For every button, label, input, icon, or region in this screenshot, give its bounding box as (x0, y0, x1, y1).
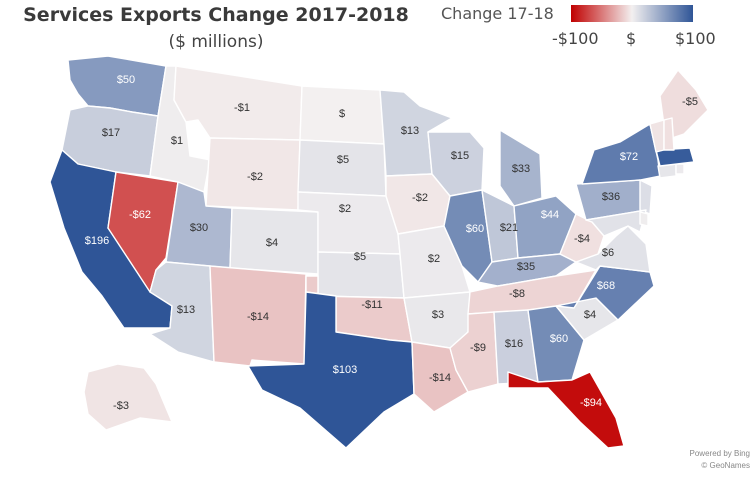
state-label-nm: -$14 (247, 311, 269, 323)
state-label-ak: -$3 (113, 400, 129, 412)
state-label-la: -$14 (429, 372, 451, 384)
state-label-ky: $35 (517, 261, 535, 273)
state-label-mi: $33 (512, 163, 530, 175)
state-label-nv: -$62 (129, 209, 151, 221)
state-ca (49, 149, 173, 329)
state-label-az: $13 (177, 304, 195, 316)
state-label-oh: $44 (541, 209, 559, 221)
state-label-tn: -$8 (509, 288, 525, 300)
state-label-ks: $5 (354, 251, 366, 263)
legend-min-label: -$100 (552, 29, 599, 48)
map-credit-bing: Powered by Bing (689, 449, 750, 458)
state-label-co: $4 (266, 237, 278, 249)
state-label-mn: $13 (401, 125, 419, 137)
state-label-va: $6 (602, 247, 614, 259)
state-label-or: $17 (102, 127, 120, 139)
state-label-ut: $30 (190, 222, 208, 234)
state-label-sc: $4 (584, 309, 596, 321)
state-label-ia: -$2 (412, 192, 428, 204)
state-ga (527, 305, 585, 383)
state-label-ar: $3 (432, 309, 444, 321)
state-label-me: -$5 (682, 96, 698, 108)
map-subtitle: ($ millions) (168, 32, 264, 52)
state-label-ca: $196 (85, 235, 109, 247)
state-label-ne: $2 (339, 203, 351, 215)
state-label-wi: $15 (451, 150, 469, 162)
state-nh (663, 117, 675, 151)
state-label-ga: $60 (550, 333, 568, 345)
state-label-sd: $5 (337, 154, 349, 166)
state-ma (655, 147, 695, 167)
state-label-mt: -$1 (234, 102, 250, 114)
state-label-nd: $ (339, 108, 345, 120)
state-label-id: $1 (171, 135, 183, 147)
state-label-ms: -$9 (470, 342, 486, 354)
state-label-nc: $68 (597, 280, 615, 292)
legend-mid-label: $ (626, 29, 637, 48)
state-ri (675, 163, 685, 175)
state-label-al: $16 (505, 338, 523, 350)
state-label-in: $21 (500, 222, 518, 234)
state-label-tx: $103 (333, 364, 357, 376)
state-label-pa: $36 (602, 191, 620, 203)
state-label-fl: -$94 (580, 397, 602, 409)
state-nj (639, 179, 653, 215)
state-tx (247, 291, 415, 449)
state-label-ok: -$11 (361, 299, 382, 311)
map-title: Services Exports Change 2017-2018 (23, 4, 409, 26)
state-label-wv: -$4 (574, 233, 590, 245)
state-label-mo: $2 (428, 253, 440, 265)
state-label-ny: $72 (620, 151, 638, 163)
state-label-wy: -$2 (247, 171, 263, 183)
state-sd (297, 139, 387, 197)
legend-max-label: $100 (675, 29, 716, 48)
state-md (585, 209, 647, 237)
state-nm (209, 265, 307, 367)
state-label-il: $60 (466, 223, 484, 235)
state-label-wa: $50 (117, 74, 135, 86)
legend-title: Change 17-18 (441, 4, 554, 23)
legend-color-scale (571, 5, 693, 22)
state-fl (507, 371, 625, 449)
state-de (639, 211, 649, 227)
state-va (575, 225, 651, 273)
map-credit-geonames: © GeoNames (701, 461, 750, 470)
state-ak (83, 363, 173, 431)
